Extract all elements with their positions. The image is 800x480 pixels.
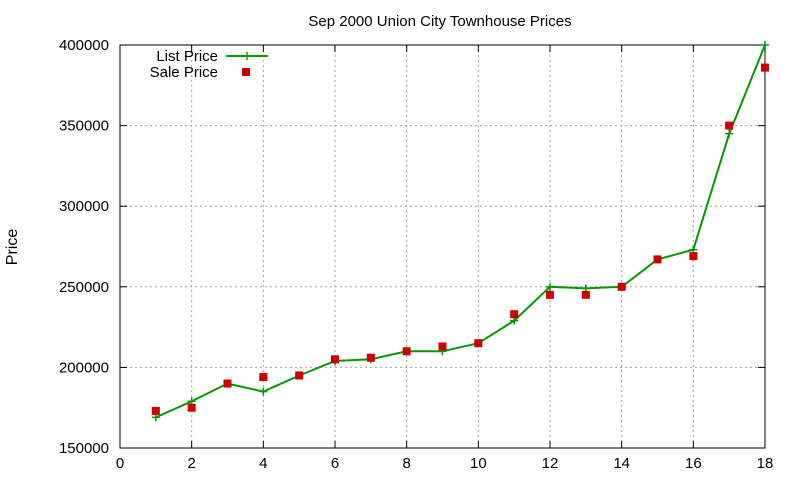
- x-tick-label: 12: [542, 455, 559, 472]
- y-tick-label: 200000: [59, 359, 109, 376]
- sale-price-point: [331, 355, 339, 364]
- x-tick-label: 6: [331, 455, 339, 472]
- sale-price-point: [151, 406, 160, 415]
- y-tick-label: 400000: [59, 37, 109, 54]
- sale-price-point: [761, 63, 769, 72]
- sale-price-point: [546, 290, 554, 299]
- y-tick-label: 350000: [59, 118, 109, 135]
- legend-swatch-marker: [242, 68, 250, 76]
- y-tick-label: 300000: [59, 198, 109, 215]
- x-tick-label: 8: [402, 455, 410, 472]
- series-sale-price: [151, 63, 769, 415]
- series-layer: [151, 41, 769, 422]
- sale-price-point: [402, 347, 411, 356]
- sale-price-point: [653, 255, 662, 264]
- sale-price-point: [510, 310, 519, 319]
- x-tick-label: 0: [116, 455, 124, 472]
- sale-price-point: [366, 353, 375, 362]
- sale-price-point: [259, 373, 268, 382]
- sale-price-point: [581, 290, 590, 299]
- x-tick-label: 14: [613, 455, 630, 472]
- x-tick-label: 4: [259, 455, 267, 472]
- legend-label: List Price: [156, 48, 218, 65]
- x-tick-label: 16: [685, 455, 702, 472]
- x-tick-label: 10: [470, 455, 487, 472]
- sale-price-point: [438, 342, 447, 351]
- x-tick-label: 2: [187, 455, 195, 472]
- legend-label: Sale Price: [150, 64, 218, 81]
- sale-price-point: [474, 339, 483, 348]
- x-tick-label: 18: [757, 455, 774, 472]
- sale-price-point: [187, 403, 196, 412]
- sale-price-point: [689, 252, 698, 261]
- sale-price-point: [725, 121, 734, 130]
- grid-layer: [120, 45, 765, 448]
- sale-price-point: [617, 282, 626, 291]
- sale-price-point: [295, 371, 304, 380]
- y-axis-label: Price: [4, 229, 21, 266]
- plot-frame: [119, 44, 766, 449]
- series-list-price: [151, 41, 769, 422]
- ticks-layer: 0 2 4 6 8 10 12 14 16 18 150000 200000 250000 300000 3…: [59, 37, 773, 472]
- chart-title: Sep 2000 Union City Townhouse Prices: [308, 13, 571, 30]
- y-tick-label: 250000: [59, 279, 109, 296]
- sale-price-point: [223, 379, 232, 388]
- y-tick-label: 150000: [59, 440, 109, 457]
- list-price-line: [155, 44, 766, 419]
